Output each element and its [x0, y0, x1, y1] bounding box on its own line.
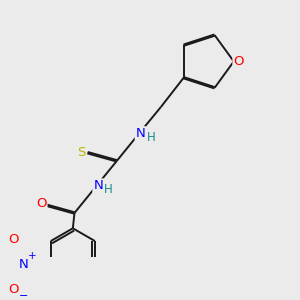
- Text: N: N: [136, 127, 146, 140]
- Text: O: O: [36, 197, 46, 210]
- Text: S: S: [77, 146, 86, 159]
- Text: −: −: [18, 291, 28, 300]
- Text: N: N: [18, 258, 28, 271]
- Text: O: O: [233, 55, 244, 68]
- Text: H: H: [104, 183, 113, 196]
- Text: O: O: [8, 284, 19, 296]
- Text: O: O: [8, 233, 19, 246]
- Text: N: N: [93, 179, 103, 192]
- Text: +: +: [28, 251, 37, 261]
- Text: H: H: [147, 131, 155, 144]
